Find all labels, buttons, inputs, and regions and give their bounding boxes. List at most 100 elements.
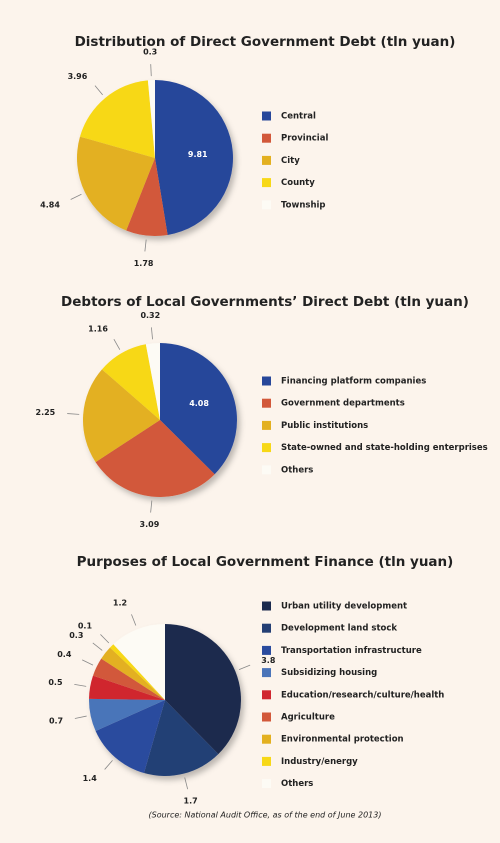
value-label: 0.3 bbox=[143, 48, 157, 57]
value-label: 3.96 bbox=[68, 72, 88, 81]
pie-slice bbox=[101, 344, 160, 420]
pie-slice bbox=[147, 80, 155, 158]
pie-slice bbox=[95, 700, 165, 774]
leader-line bbox=[104, 760, 113, 770]
legend-swatch bbox=[262, 465, 271, 475]
legend-label: Township bbox=[281, 200, 326, 210]
legend-swatch bbox=[262, 601, 271, 611]
pie-slice bbox=[126, 158, 168, 236]
pie-slice bbox=[165, 624, 241, 755]
legend-label: Provincial bbox=[281, 134, 328, 144]
legend-label: Environmental protection bbox=[281, 735, 404, 745]
legend-label: Financing platform companies bbox=[281, 377, 426, 387]
leader-line bbox=[74, 715, 87, 719]
legend-label: Government departments bbox=[281, 399, 405, 409]
pie-slice bbox=[95, 420, 215, 498]
leader-line bbox=[92, 642, 103, 651]
legend-swatch bbox=[262, 756, 271, 766]
legend-label: Public institutions bbox=[281, 421, 368, 431]
value-label: 0.5 bbox=[48, 678, 63, 687]
chart-title: Debtors of Local Governments’ Direct Deb… bbox=[61, 294, 469, 310]
legend-label: Urban utility development bbox=[281, 602, 407, 612]
value-label: 1.16 bbox=[88, 324, 108, 333]
legend-label: Industry/energy bbox=[281, 757, 358, 767]
value-label: 3.09 bbox=[140, 520, 160, 529]
legend-label: Transportation infrastructure bbox=[281, 646, 422, 656]
legend-label: County bbox=[281, 178, 315, 188]
legend-swatch bbox=[262, 376, 271, 386]
source-note: (Source: National Audit Office, as of th… bbox=[149, 811, 382, 820]
leader-line bbox=[113, 339, 121, 350]
pie-slice bbox=[76, 136, 155, 231]
legend-label: Central bbox=[281, 112, 316, 122]
value-label: 4.84 bbox=[40, 200, 60, 209]
leader-line bbox=[144, 239, 147, 252]
leader-line bbox=[74, 683, 87, 687]
value-label: 0.3 bbox=[69, 631, 83, 640]
pie-slice bbox=[101, 647, 165, 700]
value-label: 1.78 bbox=[134, 259, 154, 268]
legend-label: City bbox=[281, 156, 300, 166]
pie-slice bbox=[113, 624, 165, 700]
legend-swatch bbox=[262, 443, 271, 453]
legend-swatch bbox=[262, 420, 271, 430]
value-label: 1.2 bbox=[113, 599, 127, 608]
pie-slice bbox=[144, 700, 219, 776]
leader-line bbox=[184, 777, 189, 790]
legend-swatch bbox=[262, 111, 271, 121]
chart-title: Purposes of Local Government Finance (tl… bbox=[77, 554, 454, 570]
pie-slice bbox=[160, 343, 237, 475]
pie bbox=[89, 624, 241, 776]
leader-line bbox=[70, 193, 82, 200]
pie-slice bbox=[89, 698, 165, 731]
leader-line bbox=[100, 634, 110, 644]
legend-swatch bbox=[262, 200, 271, 210]
value-label: 4.08 bbox=[189, 399, 209, 408]
value-label: 0.1 bbox=[78, 621, 93, 630]
pie-slice bbox=[145, 343, 160, 420]
leader-line bbox=[150, 64, 152, 77]
leader-line bbox=[131, 614, 137, 626]
pie bbox=[83, 343, 237, 498]
legend-label: Agriculture bbox=[281, 713, 335, 723]
value-label: 9.81 bbox=[188, 150, 208, 159]
legend-label: Education/research/culture/health bbox=[281, 690, 444, 700]
leader-line bbox=[151, 327, 153, 340]
legend-swatch bbox=[262, 734, 271, 744]
legend-swatch bbox=[262, 779, 271, 789]
legend-swatch bbox=[262, 155, 271, 165]
legend-swatch bbox=[262, 712, 271, 722]
legend-swatch bbox=[262, 398, 271, 408]
chart-title: Distribution of Direct Government Debt (… bbox=[75, 34, 456, 50]
legend-swatch bbox=[262, 668, 271, 678]
legend-swatch bbox=[262, 133, 271, 143]
legend-swatch bbox=[262, 178, 271, 188]
pie-slice bbox=[79, 80, 155, 158]
legend-swatch bbox=[262, 690, 271, 700]
legend-label: Subsidizing housing bbox=[281, 668, 377, 678]
leader-line bbox=[82, 659, 94, 666]
legend-label: Development land stock bbox=[281, 624, 397, 634]
legend-label: Others bbox=[281, 465, 313, 475]
value-label: 1.4 bbox=[83, 774, 98, 783]
pie bbox=[76, 80, 233, 236]
leader-line bbox=[67, 413, 80, 415]
legend-swatch bbox=[262, 645, 271, 655]
value-label: 0.32 bbox=[140, 311, 160, 320]
legend-swatch bbox=[262, 623, 271, 633]
leader-line bbox=[94, 85, 103, 96]
value-label: 2.25 bbox=[36, 408, 56, 417]
value-label: 0.4 bbox=[57, 650, 72, 659]
pie-slice bbox=[89, 675, 165, 700]
pie-slice bbox=[83, 369, 160, 463]
value-label: 3.8 bbox=[261, 656, 276, 665]
pie-slice bbox=[110, 644, 165, 700]
leader-line bbox=[238, 664, 251, 671]
legend-label: Others bbox=[281, 779, 313, 789]
leader-line bbox=[150, 500, 153, 513]
value-label: 0.7 bbox=[49, 716, 63, 725]
pie-slice bbox=[155, 80, 233, 235]
value-label: 1.7 bbox=[184, 796, 198, 805]
